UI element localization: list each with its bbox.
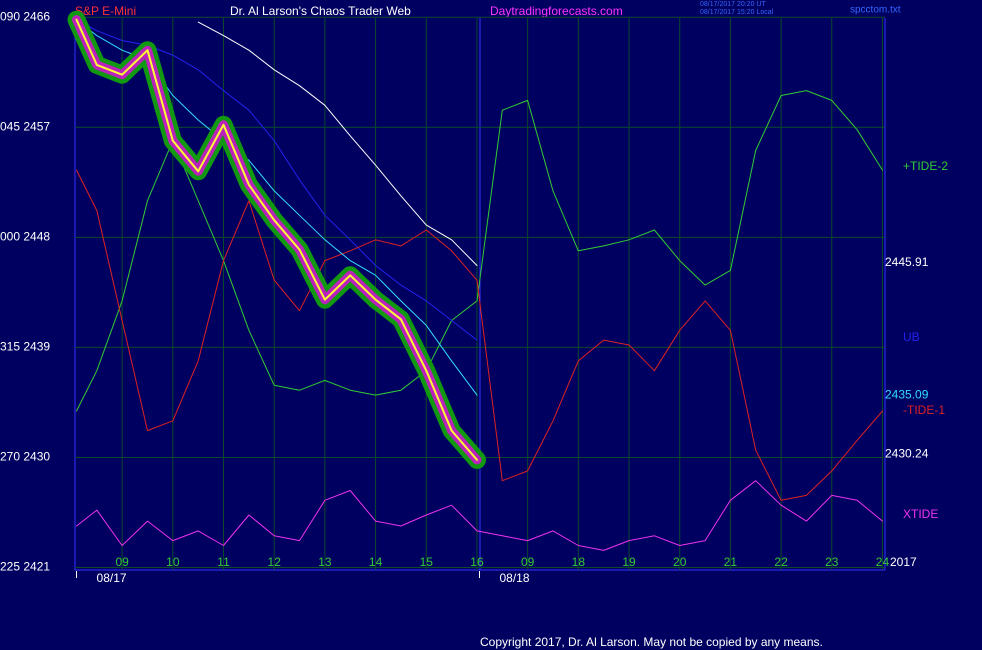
series-line	[76, 90, 883, 412]
series-line	[76, 480, 883, 551]
y-tick-label: 315 2439	[0, 340, 50, 354]
end-value-label: 2445.91	[885, 255, 929, 269]
site-title: Dr. Al Larson's Chaos Trader Web	[230, 4, 411, 18]
legend-label: -TIDE-1	[903, 403, 945, 417]
y-tick-label: 090 2466	[0, 9, 50, 23]
y-tick-label: 225 2421	[0, 560, 50, 574]
end-value-label: 2430.24	[885, 447, 929, 461]
date-label: 08/17	[97, 571, 127, 585]
series-line	[75, 18, 478, 461]
series-line	[76, 19, 478, 341]
file-name: spcctom.txt	[850, 5, 901, 16]
stamp-local: 08/17/2017 15:20 Local	[700, 9, 774, 16]
end-value-label: 2435.09	[885, 387, 929, 401]
y-tick-label: 045 2457	[0, 119, 50, 133]
series-line	[197, 21, 478, 266]
copyright: Copyright 2017, Dr. Al Larson. May not b…	[480, 635, 823, 649]
y-tick-label: 270 2430	[0, 450, 50, 464]
site-url: Daytradingforecasts.com	[490, 4, 623, 18]
symbol: S&P E-Mini	[75, 4, 136, 18]
legend-label: XTIDE	[903, 507, 938, 521]
legend-label: +TIDE-2	[903, 159, 948, 173]
stamp-ut: 08/17/2017 20:20 UT	[700, 1, 766, 8]
legend-label: UB	[903, 330, 920, 344]
y-tick-label: 000 2448	[0, 230, 50, 244]
date-label: 08/18	[499, 571, 529, 585]
series-line	[76, 169, 883, 501]
year: 2017	[890, 555, 917, 569]
